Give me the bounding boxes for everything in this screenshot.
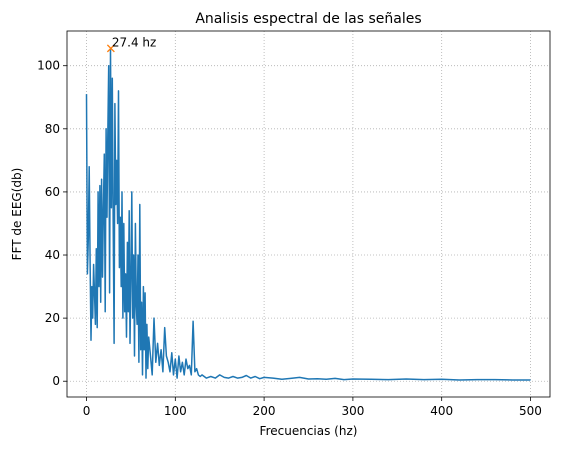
x-axis-label: Frecuencias (hz) xyxy=(260,424,358,438)
plot-area: 27.4 hz xyxy=(85,35,531,381)
y-tick-label: 40 xyxy=(45,248,60,262)
y-axis-label: FFT de EEG(db) xyxy=(10,168,24,261)
peak-marker xyxy=(106,44,115,53)
x-tick-label: 100 xyxy=(164,404,187,418)
axes-frame xyxy=(66,30,551,398)
y-tick-label: 20 xyxy=(45,311,60,325)
y-tick-label: 100 xyxy=(37,59,60,73)
x-tick-label: 0 xyxy=(83,404,91,418)
ticks: 0 100 200 300 400 500 0 20 40 60 80 100 xyxy=(37,59,542,418)
x-tick-label: 200 xyxy=(253,404,276,418)
chart-title: Analisis espectral de las señales xyxy=(195,11,421,27)
y-tick-label: 0 xyxy=(52,374,60,388)
y-tick-label: 60 xyxy=(45,185,60,199)
y-tick-label: 80 xyxy=(45,122,60,136)
peak-annotation: 27.4 hz xyxy=(112,35,156,49)
grid xyxy=(67,31,550,397)
x-tick-label: 500 xyxy=(519,404,542,418)
x-tick-label: 300 xyxy=(341,404,364,418)
x-tick-label: 400 xyxy=(430,404,453,418)
spectrum-line xyxy=(85,49,531,381)
